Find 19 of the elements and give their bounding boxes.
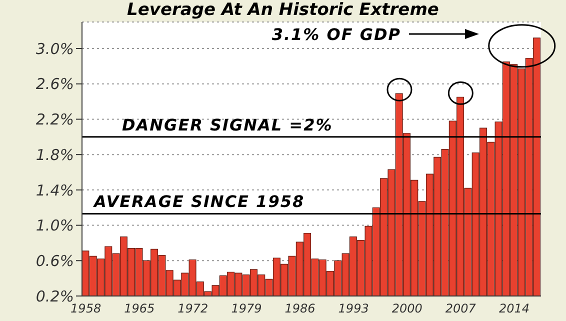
x-tick-label: 2007: [445, 302, 476, 316]
x-tick-label: 1979: [231, 302, 262, 316]
annotation: 3.1% OF GDP: [272, 25, 401, 44]
chart-title: Leverage At An Historic Extreme: [126, 0, 440, 20]
x-tick-label: 1965: [124, 302, 155, 316]
x-tick-label: 2014: [498, 302, 530, 316]
y-tick-label: 3.0%: [36, 40, 74, 58]
x-tick-label: 1993: [338, 302, 369, 316]
x-tick-label: 1972: [178, 302, 208, 316]
y-tick-label: 0.6%: [36, 252, 74, 270]
x-tick-label: 2000: [392, 302, 423, 316]
y-tick-label: 1.8%: [36, 146, 74, 164]
y-tick-label: 1.0%: [36, 216, 74, 235]
y-tick-label: 1.4%: [36, 181, 74, 200]
y-tick-label: 2.2%: [36, 110, 74, 129]
y-tick-label: 2.6%: [36, 75, 74, 94]
ref-line-label: AVERAGE SINCE 1958: [92, 192, 305, 212]
x-tick-label: 1986: [284, 302, 316, 316]
ref-line-label: DANGER SIGNAL =2%: [122, 115, 333, 134]
